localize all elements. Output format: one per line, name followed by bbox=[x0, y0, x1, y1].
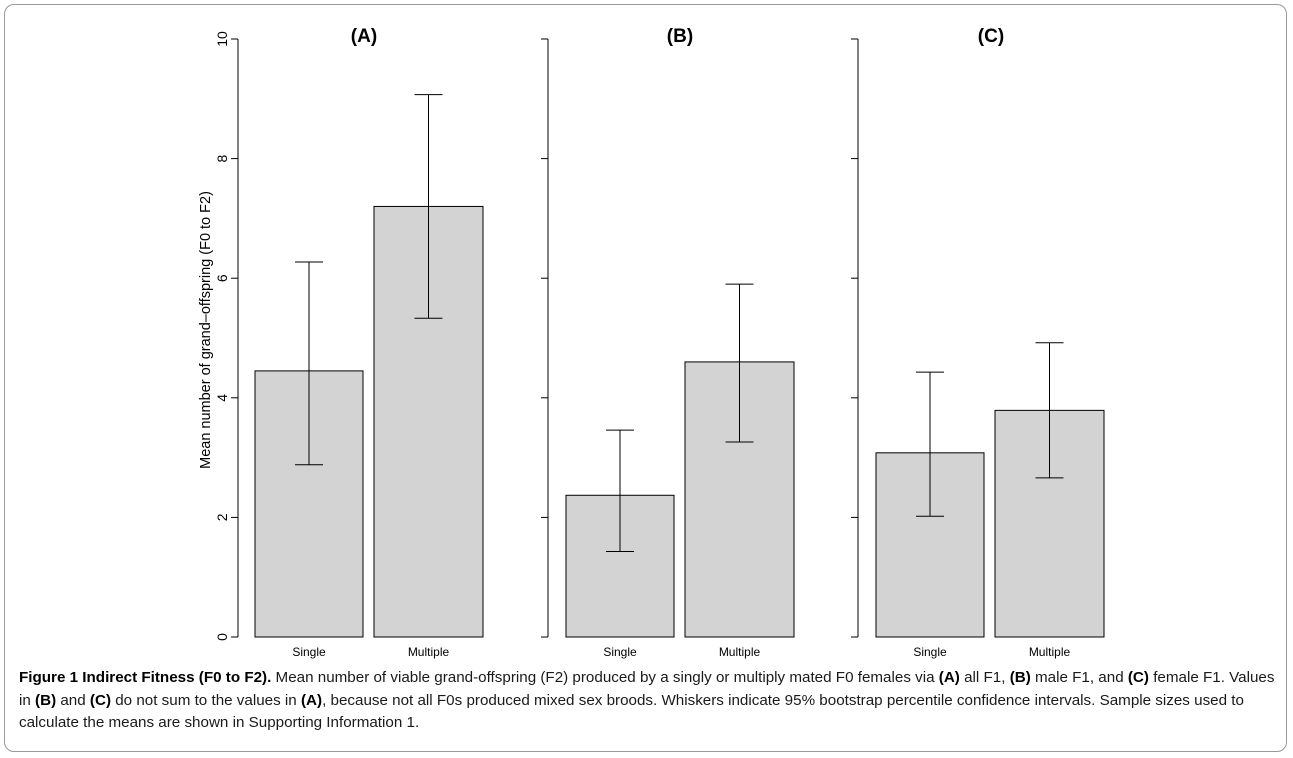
y-tick-label: 0 bbox=[214, 633, 230, 641]
caption-text: do not sum to the values in bbox=[111, 691, 301, 709]
y-axis-label: Mean number of grand–offspring (F0 to F2… bbox=[198, 191, 214, 469]
caption-text: all F1, bbox=[959, 669, 1010, 686]
category-label: Multiple bbox=[1029, 645, 1071, 659]
category-label: Multiple bbox=[719, 645, 761, 659]
caption-panel-tag: (A) bbox=[938, 669, 960, 686]
panel-title: (A) bbox=[351, 26, 377, 47]
category-label: Single bbox=[913, 645, 947, 659]
caption-panel-tag: (B) bbox=[35, 691, 57, 709]
caption-panel-tag: (C) bbox=[89, 691, 112, 709]
category-label: Single bbox=[292, 645, 326, 659]
caption-text: female F1. Values in bbox=[19, 669, 1275, 709]
caption-text: male F1, and bbox=[1030, 669, 1128, 686]
panel-title: (C) bbox=[978, 26, 1004, 47]
caption-figure-label: Figure 1 Indirect Fitness (F0 to F2). bbox=[19, 669, 272, 686]
category-label: Single bbox=[603, 645, 637, 659]
caption-text: , because not all F0s produced mixed sex… bbox=[19, 691, 1244, 732]
caption-text: and bbox=[56, 691, 90, 709]
category-label: Multiple bbox=[408, 645, 450, 659]
y-tick-label: 10 bbox=[214, 31, 230, 47]
caption-panel-tag: (C) bbox=[1127, 669, 1149, 686]
caption-text: Mean number of viable grand-offspring (F… bbox=[271, 669, 939, 686]
caption-panel-tag: (A) bbox=[300, 691, 323, 709]
y-tick-label: 2 bbox=[214, 513, 230, 521]
y-tick-label: 6 bbox=[214, 274, 230, 282]
y-tick-label: 8 bbox=[214, 154, 230, 162]
figure-caption: Figure 1 Indirect Fitness (F0 to F2). Me… bbox=[19, 667, 1277, 735]
y-tick-label: 4 bbox=[214, 394, 230, 402]
caption-panel-tag: (B) bbox=[1009, 669, 1031, 686]
panel-title: (B) bbox=[667, 26, 693, 47]
bar-chart: Mean number of grand–offspring (F0 to F2… bbox=[198, 26, 1105, 659]
